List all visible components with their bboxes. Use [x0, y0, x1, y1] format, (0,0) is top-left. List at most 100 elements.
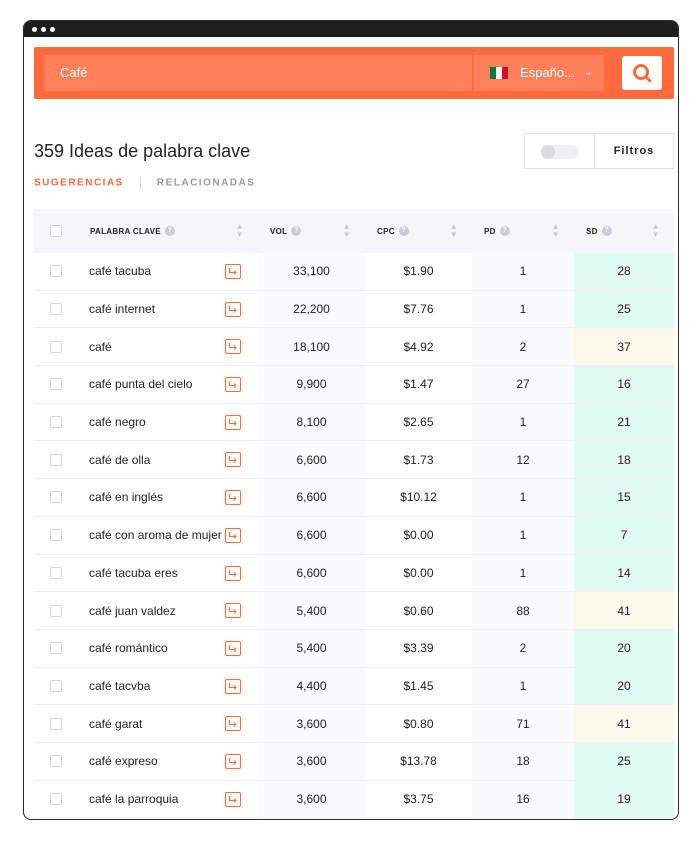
row-checkbox[interactable]: [50, 340, 62, 353]
row-checkbox[interactable]: [50, 303, 62, 316]
keyword-text[interactable]: café tacuba: [89, 264, 152, 279]
row-checkbox-cell: [34, 555, 78, 592]
tab-related[interactable]: RELACIONADAS: [156, 177, 256, 189]
language-select[interactable]: Españo... ⌄: [474, 55, 604, 91]
share-arrow-icon: [228, 720, 237, 728]
row-checkbox[interactable]: [50, 717, 62, 730]
keyword-text[interactable]: café internet: [89, 302, 156, 317]
table-row[interactable]: café la parroquia 3,600 $3.75 16 19: [34, 780, 674, 819]
keyword-text[interactable]: café tacvba: [89, 678, 151, 693]
header-pd[interactable]: PD ? ▲ ▼: [472, 209, 574, 253]
keyword-text[interactable]: café romántico: [89, 641, 168, 656]
copy-keyword-button[interactable]: [225, 565, 241, 581]
table-row[interactable]: café negro 8,100 $2.65 1 21: [34, 403, 674, 442]
row-checkbox[interactable]: [50, 491, 62, 504]
table-row[interactable]: café 18,100 $4.92 2 37: [34, 328, 674, 367]
table-row[interactable]: café tacuba eres 6,600 $0.00 1 14: [34, 554, 674, 593]
copy-keyword-button[interactable]: [225, 791, 241, 807]
copy-keyword-button[interactable]: [225, 452, 241, 468]
header-keyword[interactable]: PALABRA CLAVE ? ▲ ▼: [78, 209, 258, 253]
header-cpc[interactable]: CPC ? ▲ ▼: [365, 209, 472, 253]
copy-keyword-button[interactable]: [225, 301, 241, 317]
keyword-text[interactable]: café con aroma de mujer: [89, 528, 222, 543]
copy-keyword-button[interactable]: [225, 678, 241, 694]
copy-keyword-button[interactable]: [225, 377, 241, 393]
pd-cell: 2: [472, 629, 574, 667]
search-button[interactable]: [622, 56, 662, 90]
help-icon[interactable]: ?: [601, 226, 612, 236]
row-checkbox[interactable]: [50, 265, 62, 278]
table-row[interactable]: café tacvba 4,400 $1.45 1 20: [34, 667, 674, 706]
copy-keyword-button[interactable]: [225, 339, 241, 355]
keyword-text[interactable]: café punta del cielo: [89, 377, 193, 392]
keyword-text[interactable]: café expreso: [89, 754, 158, 769]
row-checkbox[interactable]: [50, 566, 62, 579]
cpc-cell: $0.00: [403, 565, 434, 580]
row-checkbox[interactable]: [50, 642, 62, 655]
sd-cell: 16: [574, 366, 674, 403]
table-row[interactable]: café expreso 3,600 $13.78 18 25: [34, 742, 674, 781]
sort-icon[interactable]: ▲ ▼: [235, 222, 244, 239]
keyword-text[interactable]: café juan valdez: [89, 603, 176, 618]
copy-keyword-button[interactable]: [225, 640, 241, 656]
copy-keyword-button[interactable]: [225, 414, 241, 430]
sort-icon[interactable]: ▲ ▼: [342, 222, 351, 239]
keyword-text[interactable]: café de olla: [89, 452, 151, 467]
select-all-checkbox[interactable]: [50, 225, 62, 237]
cpc-cell: $1.47: [403, 377, 434, 392]
row-checkbox[interactable]: [50, 792, 62, 805]
row-checkbox[interactable]: [50, 604, 62, 617]
header-pd-label: PD: [484, 226, 496, 236]
keyword-cell: café: [78, 328, 258, 365]
row-checkbox[interactable]: [50, 679, 62, 692]
keyword-text[interactable]: café negro: [89, 415, 146, 430]
table-row[interactable]: café tacuba 33,100 $1.90 1 28: [34, 253, 674, 291]
table-body: café tacuba 33,100 $1.90 1 28 café internet 22…: [34, 253, 674, 819]
help-icon[interactable]: ?: [291, 226, 302, 236]
copy-keyword-button[interactable]: [225, 490, 241, 506]
row-checkbox[interactable]: [50, 529, 62, 542]
copy-keyword-button[interactable]: [225, 716, 241, 732]
vol-cell: 3,600: [258, 780, 365, 818]
copy-keyword-button[interactable]: [225, 527, 241, 543]
table-row[interactable]: café de olla 6,600 $1.73 12 18: [34, 441, 674, 480]
header-sd[interactable]: SD ? ▲ ▼: [574, 209, 674, 253]
help-icon[interactable]: ?: [398, 226, 409, 236]
table-row[interactable]: café en inglés 6,600 $10.12 1 15: [34, 479, 674, 517]
page-title: 359 Ideas de palabra clave: [34, 141, 251, 161]
row-checkbox[interactable]: [50, 378, 62, 391]
copy-keyword-button[interactable]: [225, 603, 241, 619]
window-dot-icon[interactable]: [50, 27, 55, 32]
keyword-text[interactable]: café tacuba eres: [89, 565, 178, 580]
help-icon[interactable]: ?: [499, 226, 510, 236]
filters-button[interactable]: Filtros: [594, 133, 674, 169]
table-row[interactable]: café internet 22,200 $7.76 1 25: [34, 290, 674, 329]
vol-cell: 5,400: [258, 629, 365, 667]
window-dot-icon[interactable]: [32, 27, 37, 32]
help-icon[interactable]: ?: [164, 226, 175, 236]
table-row[interactable]: café garat 3,600 $0.80 71 41: [34, 705, 674, 743]
table-row[interactable]: café romántico 5,400 $3.39 2 20: [34, 629, 674, 668]
sort-icon[interactable]: ▲ ▼: [449, 222, 458, 239]
keyword-text[interactable]: café la parroquia: [89, 791, 179, 806]
share-arrow-icon: [228, 456, 237, 464]
row-checkbox[interactable]: [50, 416, 62, 429]
view-toggle[interactable]: [541, 145, 579, 159]
row-checkbox[interactable]: [50, 755, 62, 768]
keyword-text[interactable]: café garat: [89, 716, 143, 731]
copy-keyword-button[interactable]: [225, 753, 241, 769]
vol-cell: 3,600: [258, 742, 365, 780]
sort-icon[interactable]: ▲ ▼: [551, 222, 560, 239]
sort-icon[interactable]: ▲ ▼: [651, 222, 660, 239]
search-input[interactable]: Café: [44, 55, 472, 91]
table-row[interactable]: café juan valdez 5,400 $0.60 88 41: [34, 592, 674, 630]
table-row[interactable]: café con aroma de mujer 6,600 $0.00 1 7: [34, 516, 674, 555]
table-row[interactable]: café punta del cielo 9,900 $1.47 27 16: [34, 366, 674, 404]
keyword-text[interactable]: café en inglés: [89, 490, 164, 505]
tab-suggestions[interactable]: SUGERENCIAS: [34, 177, 124, 189]
row-checkbox[interactable]: [50, 453, 62, 466]
header-vol[interactable]: VOL ? ▲ ▼: [258, 209, 365, 253]
keyword-text[interactable]: café: [89, 339, 112, 354]
copy-keyword-button[interactable]: [225, 264, 241, 279]
window-dot-icon[interactable]: [41, 27, 46, 32]
